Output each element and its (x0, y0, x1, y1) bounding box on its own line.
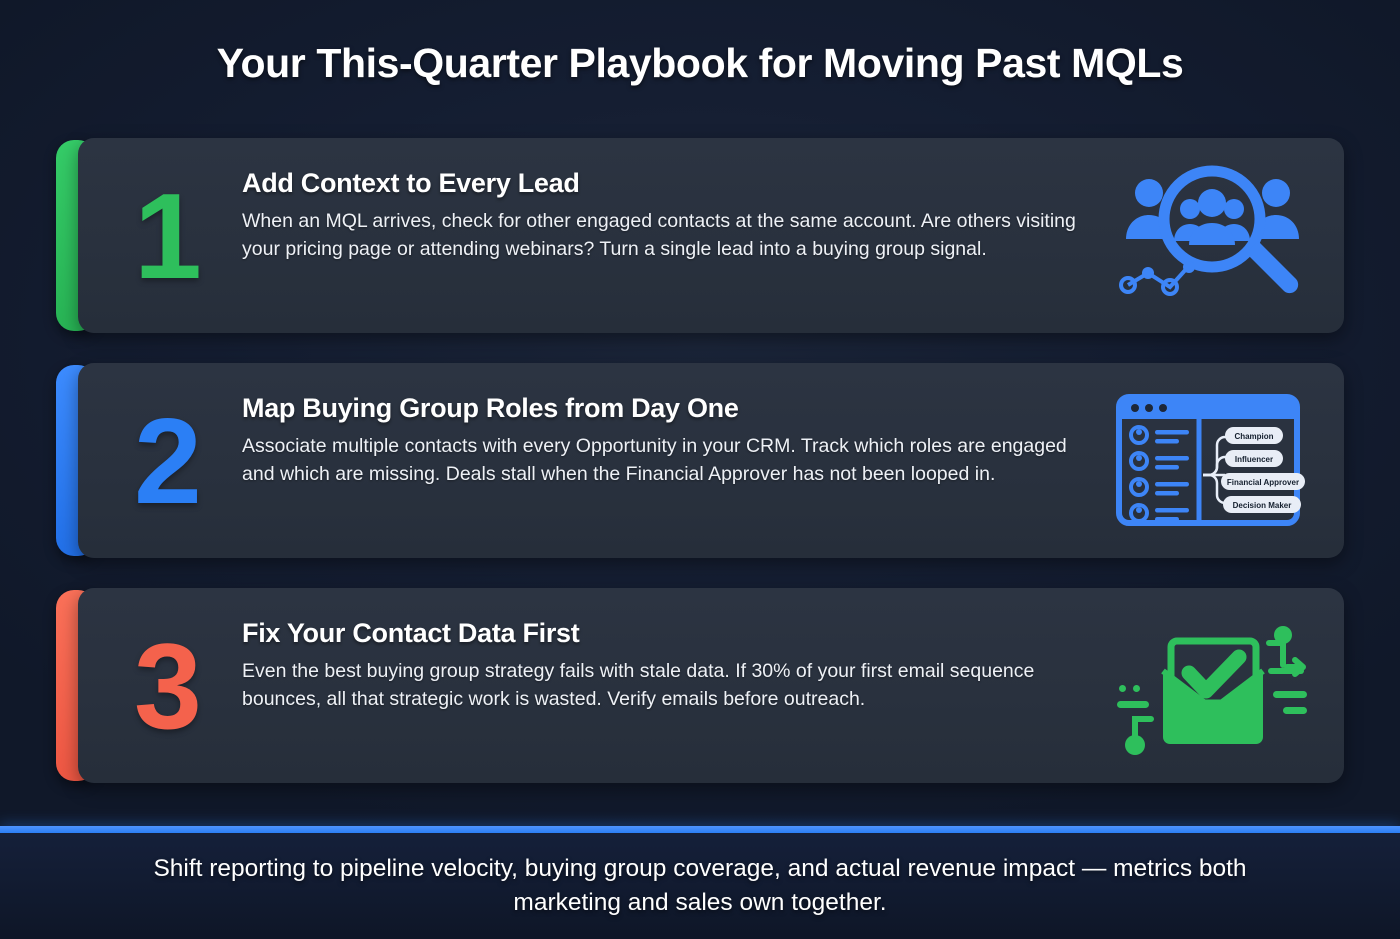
step-number-2: 2 (134, 392, 202, 529)
step-card-body-2: 2 Map Buying Group Roles from Day One As… (78, 363, 1344, 558)
step-content-1: Add Context to Every Lead When an MQL ar… (242, 168, 1102, 263)
footer-text: Shift reporting to pipeline velocity, bu… (153, 855, 1247, 916)
step-title-3: Fix Your Contact Data First (242, 618, 580, 648)
step-number-1: 1 (134, 167, 202, 304)
magnifier-over-people-icon (1108, 161, 1318, 311)
role-chip-label-2: Influencer (1235, 455, 1273, 464)
step-card-body-3: 3 Fix Your Contact Data First Even the b… (78, 588, 1344, 783)
step-title-1: Add Context to Every Lead (242, 168, 580, 198)
step-card-2: 2 Map Buying Group Roles from Day One As… (56, 363, 1344, 558)
step-number-3: 3 (134, 617, 202, 754)
step-text-1: When an MQL arrives, check for other eng… (242, 210, 1076, 260)
step-card-1: 1 Add Context to Every Lead When an MQL … (56, 138, 1344, 333)
role-chip-label-3: Financial Approver (1227, 478, 1299, 487)
footer-divider (0, 826, 1400, 833)
step-text-3: Even the best buying group strategy fail… (242, 660, 1035, 710)
role-chip-label-4: Decision Maker (1233, 501, 1292, 510)
crm-contact-roles-window-icon: Champion Influencer Financial Approver D… (1108, 386, 1318, 536)
step-title-2: Map Buying Group Roles from Day One (242, 393, 739, 423)
verified-email-envelope-icon (1108, 611, 1318, 761)
step-card-body-1: 1 Add Context to Every Lead When an MQL … (78, 138, 1344, 333)
step-content-3: Fix Your Contact Data First Even the bes… (242, 618, 1102, 713)
steps-list: 1 Add Context to Every Lead When an MQL … (56, 138, 1344, 813)
role-chip-label-1: Champion (1234, 432, 1273, 441)
step-text-2: Associate multiple contacts with every O… (242, 435, 1067, 485)
step-card-3: 3 Fix Your Contact Data First Even the b… (56, 588, 1344, 783)
step-content-2: Map Buying Group Roles from Day One Asso… (242, 393, 1102, 488)
footer: Shift reporting to pipeline velocity, bu… (0, 833, 1400, 939)
page-title: Your This-Quarter Playbook for Moving Pa… (216, 40, 1184, 86)
